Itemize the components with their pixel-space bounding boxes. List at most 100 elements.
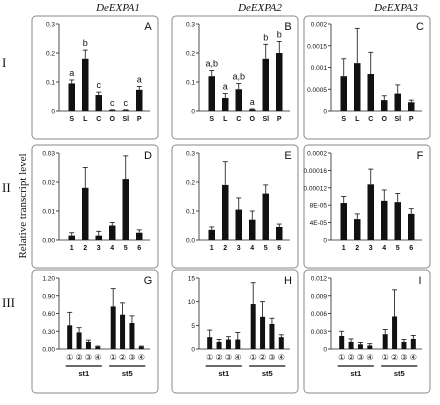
x-tick-label-e: 6 (277, 245, 281, 252)
bar-i (410, 338, 416, 349)
bar-g (138, 346, 144, 349)
x-tick-label-b: C (236, 116, 241, 123)
x-tick-label-c: L (355, 116, 360, 123)
y-tick-label-e: 0.2 (186, 180, 195, 187)
y-tick-label-f: 0.00016 (304, 168, 328, 175)
panel-letter-g: G (144, 275, 153, 287)
bar-e (222, 184, 229, 240)
panel-frame-h (171, 269, 299, 394)
y-tick-label-g: 0.60 (42, 311, 55, 318)
row-label-ii: II (2, 180, 11, 195)
bar-g (67, 325, 73, 349)
significance-label-b: b (263, 32, 268, 42)
group-label-i: st1 (350, 369, 361, 378)
x-tick-label-d: 5 (124, 245, 128, 252)
x-tick-label-a: S (69, 116, 74, 123)
y-tick-label-d: 0.03 (42, 151, 55, 158)
significance-label-a: c (97, 80, 102, 90)
y-tick-label-a: 0 (51, 109, 55, 116)
group-label-i: st5 (394, 369, 405, 378)
bar-d (95, 235, 102, 240)
bar-i (348, 341, 354, 349)
y-tick-label-g: 0.00 (42, 347, 55, 354)
panel-a: 0 0.1 0.2 0.3 Aa Sb Lc Cc Oc Sl a P (31, 15, 159, 140)
x-tick-label-h: ③ (268, 353, 275, 362)
x-tick-label-f: 2 (355, 245, 359, 252)
bar-e (249, 219, 256, 240)
bar-f (394, 202, 401, 240)
significance-label-b: a,b (205, 58, 218, 68)
group-label-h: st1 (218, 369, 229, 378)
bar-h (269, 323, 275, 349)
bar-h (250, 304, 256, 349)
y-tick-label-i: 0.003 (311, 329, 328, 336)
significance-label-a: c (124, 98, 129, 108)
bar-i (401, 341, 407, 349)
bar-g (120, 314, 126, 349)
column-header-deexpa3: DeEXPA3 (374, 2, 418, 14)
x-tick-label-h: ③ (225, 353, 232, 362)
significance-label-b: a,b (232, 71, 245, 81)
bar-d (68, 235, 75, 240)
x-tick-label-e: 3 (237, 245, 241, 252)
x-tick-label-d: 3 (97, 245, 101, 252)
significance-label-b: a (223, 82, 228, 92)
x-tick-label-c: O (382, 116, 388, 123)
x-tick-label-h: ④ (278, 353, 285, 362)
significance-label-a: c (110, 98, 115, 108)
y-tick-label-a: 0.3 (46, 22, 55, 29)
y-tick-label-e: 0.1 (186, 209, 195, 216)
bar-b (262, 58, 269, 111)
x-tick-label-g: ① (110, 353, 117, 362)
bar-a (95, 95, 102, 111)
x-tick-label-a: L (83, 116, 88, 123)
bar-f (354, 219, 361, 240)
y-tick-label-f: 4E-05 (310, 220, 328, 227)
x-tick-label-g: ① (66, 353, 73, 362)
panel-letter-d: D (144, 150, 152, 162)
bar-b (249, 109, 256, 111)
column-header-deexpa2: DeEXPA2 (238, 2, 282, 14)
significance-label-b: a (250, 97, 255, 107)
bar-d (136, 232, 143, 240)
bar-e (235, 209, 242, 240)
x-tick-label-h: ② (259, 353, 266, 362)
panel-letter-f: F (417, 150, 424, 162)
y-tick-label-i: 0.009 (311, 293, 328, 300)
y-tick-label-b: 0 (191, 109, 195, 116)
y-tick-label-i: 0.006 (311, 311, 328, 318)
bar-h (225, 339, 231, 349)
y-tick-label-c: 0 (323, 109, 327, 116)
x-tick-label-f: 5 (396, 245, 400, 252)
panel-frame-e (171, 144, 299, 269)
y-tick-label-f: 0.00012 (304, 185, 328, 192)
bar-e (208, 229, 215, 240)
bar-c (367, 74, 374, 111)
x-tick-label-d: 6 (137, 245, 141, 252)
x-tick-label-g: ③ (85, 353, 92, 362)
x-tick-label-c: C (368, 116, 373, 123)
panel-b: 0 0.1 0.2 0.3 Ba,b Sa La,b Ca Ob Sl b P (171, 15, 299, 140)
x-tick-label-a: P (137, 116, 142, 123)
panel-frame-f (303, 144, 431, 269)
significance-label-a: b (83, 38, 88, 48)
x-tick-label-c: P (409, 116, 414, 123)
bar-h (235, 339, 241, 349)
panel-c: 0 0.0005 0.001 0.0015 0.002 C S L C O Sl P (303, 15, 431, 140)
panel-letter-i: I (418, 275, 421, 287)
x-tick-label-c: S (341, 116, 346, 123)
significance-label-a: a (137, 74, 142, 84)
group-label-g: st5 (122, 369, 133, 378)
bar-a (109, 110, 116, 111)
y-tick-label-a: 0.1 (46, 80, 55, 87)
y-tick-label-g: 0.30 (42, 329, 55, 336)
panel-frame-b (171, 15, 299, 140)
x-tick-label-h: ① (206, 353, 213, 362)
x-tick-label-b: S (209, 116, 214, 123)
x-tick-label-e: 2 (223, 245, 227, 252)
x-tick-label-f: 3 (369, 245, 373, 252)
bar-i (392, 316, 398, 349)
x-tick-label-g: ④ (94, 353, 101, 362)
bar-f (367, 184, 374, 240)
bar-d (109, 225, 116, 240)
